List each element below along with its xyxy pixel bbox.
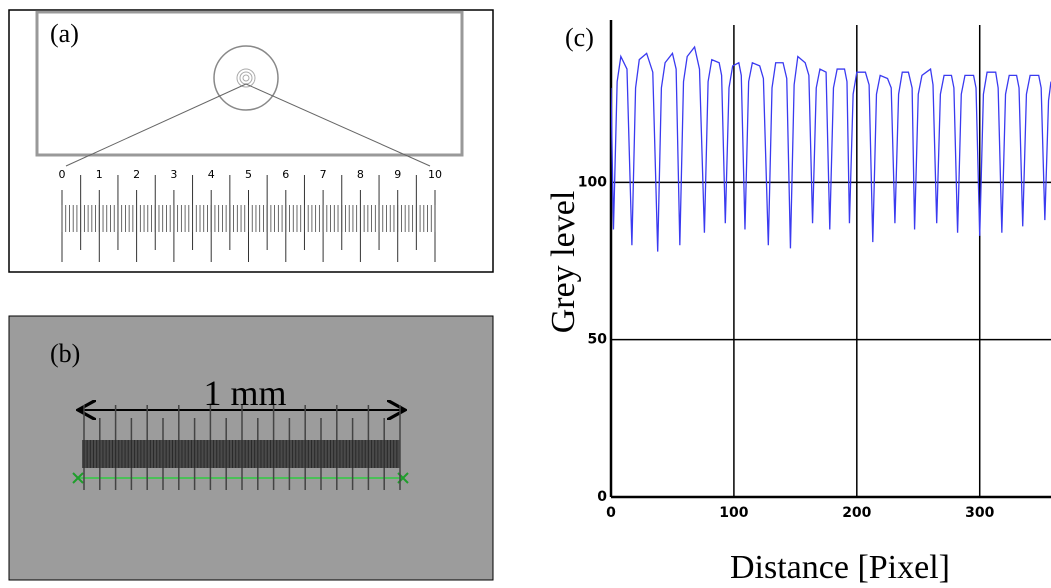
panel-label: (c) [565,23,594,52]
ruler-label: 10 [428,168,442,181]
panel-label: (b) [50,339,80,368]
data-line [611,45,1051,252]
y-tick-label: 0 [597,489,607,505]
scale-label: 1 mm [203,373,286,413]
panel-b: 1 mm (b) [8,315,494,581]
slide [35,10,464,157]
ruler-label: 5 [245,168,252,181]
ruler-label: 6 [282,168,289,181]
x-tick-label: 100 [719,505,748,521]
ruler-label: 7 [320,168,327,181]
lens-ring [242,74,250,82]
panel-a: (a) 0 1 2 3 4 5 6 7 8 9 10 [8,9,494,273]
zoom-line [245,83,431,167]
y-tick-label: 50 [588,332,608,348]
y-tick-label: 100 [578,174,607,190]
lens-ring [236,68,256,88]
ruler-label: 8 [357,168,364,181]
ruler-label: 2 [133,168,140,181]
panel-label: (a) [50,19,79,48]
x-axis-label: Distance [Pixel] [730,549,950,586]
zoom-line [65,83,247,167]
ruler-label: 4 [208,168,215,181]
ruler-label: 0 [59,168,66,181]
x-tick-label: 0 [606,505,616,521]
ruler-label: 9 [394,168,401,181]
profile-ends [72,472,409,484]
x-tick-label: 300 [965,505,994,521]
panel-c: (c) Distance [Pixel] Grey level 0 50 100 0 1… [545,20,1051,586]
ruler-label: 1 [96,168,103,181]
lens-circle [213,45,279,111]
y-axis-label: Grey level [545,191,582,334]
ruler-label: 3 [170,168,177,181]
x-tick-label: 200 [842,505,871,521]
